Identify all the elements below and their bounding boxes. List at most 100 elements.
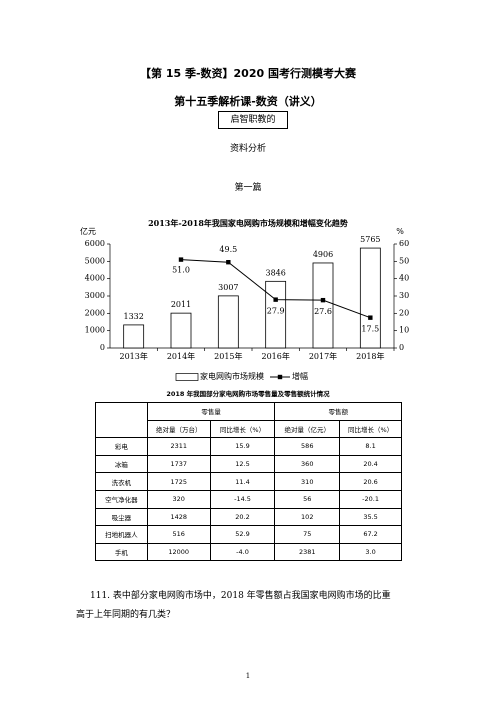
line-label: 27.6 bbox=[314, 307, 332, 316]
table-cell: 吸尘器 bbox=[95, 507, 148, 527]
legend-swatch bbox=[175, 373, 199, 381]
y2-axis-label: % bbox=[396, 227, 404, 236]
table-cell: 彩电 bbox=[95, 437, 148, 456]
y2-tick-label: 30 bbox=[399, 291, 409, 300]
table-cell: 20.2 bbox=[209, 507, 276, 527]
table-cell: 75 bbox=[274, 525, 341, 544]
table-cell: 同比增长（%） bbox=[209, 419, 276, 439]
table-cell: 手机 bbox=[95, 542, 148, 562]
table-cell bbox=[95, 401, 148, 439]
y-tick-label: 4000 bbox=[85, 274, 105, 283]
y-tick-label: 1000 bbox=[85, 326, 105, 335]
legend-label: 家电网购市场规模 bbox=[200, 371, 264, 381]
line-label: 27.9 bbox=[267, 307, 285, 316]
table-row: 吸尘器 1428 20.2 102 35.5 bbox=[95, 507, 402, 527]
table-cell: 12000 bbox=[146, 542, 211, 562]
y2-tick-label: 50 bbox=[399, 256, 409, 265]
line-label: 17.5 bbox=[361, 325, 379, 334]
table-cell: 20.6 bbox=[339, 472, 402, 491]
table-cell: -4.0 bbox=[209, 542, 276, 562]
bar-label: 3007 bbox=[218, 283, 238, 292]
table-cell: -14.5 bbox=[209, 489, 276, 509]
table-row: 绝对量（万台） 同比增长（%） 绝对量（亿元） 同比增长（%） bbox=[96, 419, 402, 439]
x-tick-label: 2016年 bbox=[261, 351, 289, 361]
chart-title: 2013年-2018年我国家电网购市场规模和增幅变化趋势 bbox=[148, 218, 348, 228]
table-row: 扫地机器人 516 52.9 75 67.2 bbox=[95, 525, 402, 544]
table-cell: 360 bbox=[274, 454, 341, 474]
title: 【第 15 季-数资】2020 国考行测模考大赛 bbox=[140, 67, 356, 80]
y2-tick-label: 20 bbox=[399, 308, 409, 317]
table-cell: 15.9 bbox=[209, 437, 276, 456]
table-row: 彩电 2311 15.9 586 8.1 bbox=[95, 437, 402, 456]
table-cell: 8.1 bbox=[339, 437, 402, 456]
table-cell: 11.4 bbox=[209, 472, 276, 491]
y-tick-label: 3000 bbox=[85, 291, 105, 300]
table-row: 零售量 零售额 bbox=[95, 401, 402, 439]
y-tick-label: 5000 bbox=[85, 256, 105, 265]
boxed-label: 启智职教的 bbox=[218, 111, 288, 129]
table-cell: 零售额 bbox=[274, 402, 402, 421]
bar-label: 1332 bbox=[123, 312, 143, 321]
table-cell: 516 bbox=[146, 525, 211, 544]
bar bbox=[265, 280, 287, 349]
y2-tick-label: 60 bbox=[399, 239, 409, 248]
table: 零售量 零售额 绝对量（万台） 同比增长（%） 绝对量（亿元） 同比增长（%） 彩电 2311… bbox=[95, 401, 402, 562]
x-tick-label: 2017年 bbox=[309, 351, 337, 361]
x-tick-label: 2015年 bbox=[214, 351, 242, 361]
table-cell: 2311 bbox=[146, 437, 211, 456]
table-cell: 1725 bbox=[146, 472, 211, 491]
question: 111. 表中部分家电网购市场中，2018 年零售额占我国家电网购市场的比重 bbox=[90, 591, 391, 601]
table-cell: 绝对量（亿元） bbox=[274, 419, 341, 439]
table-cell: 冰箱 bbox=[95, 454, 148, 474]
table-cell: 同比增长（%） bbox=[339, 419, 402, 439]
y-tick-label: 2000 bbox=[85, 308, 105, 317]
table-cell: 310 bbox=[274, 472, 341, 491]
bar bbox=[312, 262, 334, 349]
table-cell: 绝对量（万台） bbox=[146, 419, 211, 439]
table-cell: 67.2 bbox=[339, 525, 402, 544]
table-title: 2018 年我国部分家电网购市场零售量及零售额统计情况 bbox=[166, 390, 330, 398]
table-cell: 2381 bbox=[274, 542, 341, 562]
y2-tick-label: 10 bbox=[399, 326, 409, 335]
bar-label: 2011 bbox=[171, 300, 191, 309]
bar bbox=[359, 247, 381, 349]
table-cell: 3.0 bbox=[339, 542, 402, 562]
line-label: 49.5 bbox=[219, 245, 237, 254]
y-axis-label: 亿元 bbox=[80, 226, 96, 236]
table-cell: 320 bbox=[146, 489, 211, 509]
bar bbox=[217, 295, 239, 349]
table-cell: 56 bbox=[274, 489, 341, 509]
section: 资料分析 bbox=[229, 144, 266, 154]
y-tick-label: 0 bbox=[100, 343, 105, 352]
y2-tick-label: 0 bbox=[399, 343, 404, 352]
x-tick-label: 2013年 bbox=[119, 351, 147, 361]
table-cell: -20.1 bbox=[339, 489, 402, 509]
bar bbox=[123, 324, 145, 349]
line bbox=[180, 259, 371, 319]
table-cell: 扫地机器人 bbox=[95, 525, 148, 544]
table-row: 冰箱 1737 12.5 360 20.4 bbox=[95, 454, 402, 474]
table-cell: 洗衣机 bbox=[95, 472, 148, 491]
table-cell: 20.4 bbox=[339, 454, 402, 474]
bar-label: 3846 bbox=[265, 268, 285, 277]
table-cell: 1737 bbox=[146, 454, 211, 474]
table-cell: 102 bbox=[274, 507, 341, 527]
x-tick-label: 2018年 bbox=[356, 351, 384, 361]
table-cell: 零售量 bbox=[146, 402, 276, 421]
line-marker bbox=[178, 257, 184, 262]
part: 第一篇 bbox=[234, 183, 262, 193]
legend-label: 增幅 bbox=[292, 371, 308, 381]
table-cell: 空气净化器 bbox=[95, 489, 148, 509]
table-cell: 586 bbox=[274, 437, 341, 456]
table-cell: 1428 bbox=[146, 507, 211, 527]
table-cell: 12.5 bbox=[209, 454, 276, 474]
line-label: 51.0 bbox=[172, 266, 190, 275]
table-row: 洗衣机 1725 11.4 310 20.6 bbox=[95, 472, 402, 491]
x-tick-label: 2014年 bbox=[167, 351, 195, 361]
page-number: 1 bbox=[245, 672, 251, 680]
legend-swatch bbox=[277, 374, 283, 380]
bar-label: 4906 bbox=[313, 250, 333, 259]
table-cell: 52.9 bbox=[209, 525, 276, 544]
